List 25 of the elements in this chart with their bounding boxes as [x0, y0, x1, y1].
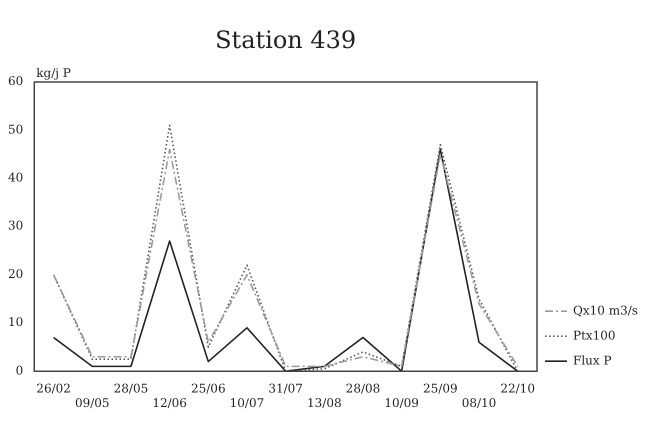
- x-tick-label: 08/10: [462, 396, 496, 410]
- y-tick-label: 10: [8, 315, 24, 330]
- y-axis-title: kg/j P: [36, 66, 71, 80]
- chart-title: Station 439: [215, 26, 356, 54]
- y-tick-label: 30: [8, 218, 24, 233]
- x-tick-label: 28/05: [114, 382, 148, 396]
- x-tick-label: 10/09: [384, 396, 419, 410]
- legend-label: Flux P: [573, 353, 612, 368]
- legend-label: Qx10 m3/s: [573, 303, 638, 318]
- y-tick-label: 50: [8, 122, 24, 136]
- x-tick-label: 10/07: [230, 396, 264, 410]
- x-tick-label: 09/05: [74, 396, 110, 410]
- y-tick-label: 40: [8, 170, 24, 185]
- y-tick-label: 0: [16, 363, 24, 378]
- x-tick-label: 25/09: [423, 382, 458, 396]
- x-tick-label: 28/08: [346, 382, 380, 396]
- y-tick-label: 20: [8, 266, 24, 281]
- x-tick-label: 25/06: [190, 382, 226, 396]
- x-tick-label: 13/08: [307, 396, 342, 410]
- legend-label: Ptx100: [573, 328, 616, 342]
- x-tick-label: 26/02: [36, 382, 71, 396]
- x-tick-label: 22/10: [500, 382, 535, 396]
- y-tick-label: 60: [8, 74, 24, 88]
- x-tick-label: 31/07: [268, 382, 303, 396]
- x-tick-label: 12/06: [152, 396, 187, 410]
